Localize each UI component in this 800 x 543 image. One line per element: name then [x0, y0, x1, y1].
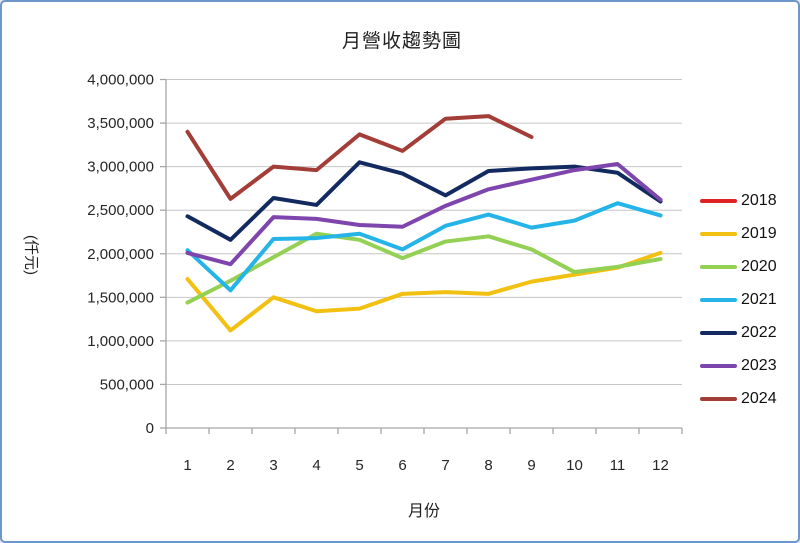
legend-label: 2021: [741, 290, 777, 308]
x-tick-label: 4: [312, 457, 320, 474]
y-tick-label: 4,000,000: [87, 72, 154, 89]
legend-item-2021[interactable]: 2021: [700, 283, 796, 316]
x-tick-label: 12: [652, 457, 669, 474]
series-line-2021[interactable]: [185, 201, 663, 293]
series-line-2020[interactable]: [185, 231, 663, 305]
x-tick-label: 7: [441, 457, 449, 474]
legend-item-2018[interactable]: 2018: [700, 184, 796, 217]
x-tick-label: 10: [566, 457, 583, 474]
legend-label: 2024: [741, 389, 777, 407]
y-tick-label: 2,000,000: [87, 246, 154, 263]
x-tick-label: 1: [183, 457, 191, 474]
legend-swatch-2023: [700, 363, 737, 368]
x-tick-label: 9: [527, 457, 535, 474]
y-tick-label: 1,500,000: [87, 289, 154, 306]
x-tick-label: 2: [226, 457, 234, 474]
series-line-2023[interactable]: [185, 162, 663, 267]
chart-title: 月營收趨勢圖: [341, 31, 462, 52]
legend-item-2020[interactable]: 2020: [700, 250, 796, 283]
legend-item-2022[interactable]: 2022: [700, 316, 796, 349]
y-tick-label: 3,500,000: [87, 115, 154, 132]
x-tick-label: 6: [398, 457, 406, 474]
legend-item-2019[interactable]: 2019: [700, 217, 796, 250]
x-tick-label: 3: [269, 457, 277, 474]
legend-swatch-2019: [700, 231, 737, 236]
x-tick-label: 5: [355, 457, 363, 474]
x-tick-label: 11: [610, 457, 626, 474]
series-line-2022[interactable]: [185, 160, 663, 242]
legend-label: 2019: [741, 224, 777, 242]
x-axis-title: 月份: [407, 503, 440, 520]
legend-swatch-2022: [700, 330, 737, 335]
chart-legend: 2018 2019 2020 2021 2022 2023 2024: [700, 184, 796, 415]
y-tick-label: 1,000,000: [87, 333, 154, 350]
x-tick-label: 8: [484, 457, 492, 474]
y-tick-label: 500,000: [100, 376, 154, 393]
legend-swatch-2020: [700, 264, 737, 269]
legend-item-2023[interactable]: 2023: [700, 349, 796, 382]
legend-swatch-2018: [700, 198, 737, 203]
legend-item-2024[interactable]: 2024: [700, 382, 796, 415]
series-line-2024[interactable]: [185, 114, 534, 201]
y-tick-label: 2,500,000: [87, 202, 154, 219]
y-tick-label: 3,000,000: [87, 159, 154, 176]
legend-label: 2023: [741, 356, 777, 374]
legend-swatch-2024: [700, 396, 737, 401]
legend-label: 2018: [741, 191, 777, 209]
legend-swatch-2021: [700, 297, 737, 302]
legend-label: 2020: [741, 257, 777, 275]
series-line-2019[interactable]: [185, 250, 663, 333]
y-tick-label: 0: [146, 420, 154, 437]
legend-label: 2022: [741, 323, 777, 341]
